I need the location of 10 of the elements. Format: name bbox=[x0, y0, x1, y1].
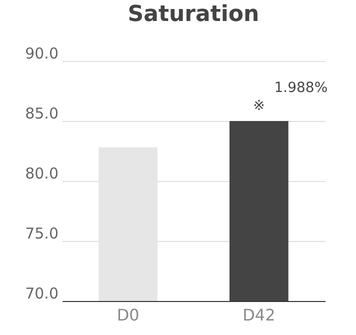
y-tick-label: 75.0 bbox=[25, 224, 58, 242]
y-tick-label: 70.0 bbox=[25, 284, 58, 302]
annotation: ※ bbox=[253, 98, 265, 114]
x-tick-label: D42 bbox=[242, 306, 276, 324]
chart-title: Saturation bbox=[128, 2, 260, 27]
y-tick-label: 90.0 bbox=[25, 44, 58, 62]
x-tick-label: D0 bbox=[116, 306, 140, 324]
y-tick-label: 80.0 bbox=[25, 164, 58, 182]
y-tick-label: 85.0 bbox=[25, 104, 58, 122]
annotation: 1.988% bbox=[274, 80, 328, 96]
